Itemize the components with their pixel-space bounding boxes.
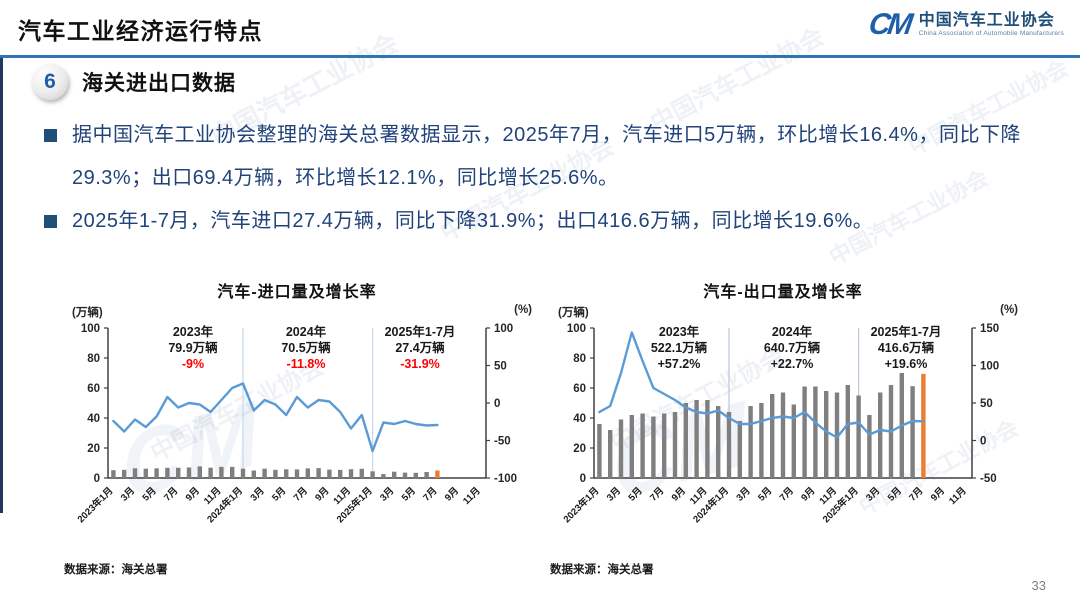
- svg-text:40: 40: [87, 413, 100, 425]
- chart-source: 数据来源：海关总署: [64, 564, 168, 576]
- svg-text:0: 0: [980, 436, 986, 448]
- caam-logo: CM 中国汽车工业协会 China Association of Automob…: [866, 8, 1064, 41]
- section-heading: 6 海关进出口数据: [32, 64, 236, 100]
- svg-text:80: 80: [573, 353, 586, 365]
- chart-title: 汽车-进口量及增长率: [217, 284, 377, 301]
- svg-text:100: 100: [81, 323, 100, 335]
- section-number-badge: 6: [32, 64, 68, 100]
- svg-text:50: 50: [494, 361, 507, 373]
- bullet-text: 2025年1-7月，汽车进口27.4万辆，同比下降31.9%；出口416.6万辆…: [72, 210, 874, 232]
- import-chart: 汽车-进口量及增长率 (万辆) (%) 100 80 60 40 20 0 100 50 0 -5…: [58, 278, 536, 583]
- svg-text:20: 20: [87, 443, 100, 455]
- svg-text:5月: 5月: [400, 485, 418, 503]
- title-divider: [0, 55, 1080, 58]
- svg-text:150: 150: [980, 323, 999, 335]
- svg-text:7月: 7月: [648, 485, 666, 503]
- svg-text:-50: -50: [980, 473, 997, 485]
- bullet-item: 2025年1-7月，汽车进口27.4万辆，同比下降31.9%；出口416.6万辆…: [44, 200, 1054, 243]
- right-axis-unit: (%): [514, 304, 532, 316]
- svg-text:7月: 7月: [162, 485, 180, 503]
- svg-text:11月: 11月: [947, 485, 969, 507]
- svg-text:5月: 5月: [270, 485, 288, 503]
- svg-text:60: 60: [87, 383, 100, 395]
- svg-text:7月: 7月: [292, 485, 310, 503]
- logo-name-en: China Association of Automobile Manufact…: [918, 30, 1064, 38]
- svg-text:3月: 3月: [119, 485, 137, 503]
- svg-text:9月: 9月: [799, 485, 817, 503]
- svg-text:100: 100: [980, 361, 999, 373]
- right-axis-unit: (%): [1000, 304, 1018, 316]
- svg-text:9月: 9月: [184, 485, 202, 503]
- svg-text:0: 0: [580, 473, 586, 485]
- chart-title: 汽车-出口量及增长率: [703, 284, 863, 301]
- svg-text:100: 100: [567, 323, 586, 335]
- left-axis-unit: (万辆): [72, 307, 103, 319]
- section-title: 海关进出口数据: [82, 72, 236, 95]
- bullet-item: 据中国汽车工业协会整理的海关总署数据显示，2025年7月，汽车进口5万辆，环比增…: [44, 114, 1054, 200]
- svg-text:9月: 9月: [670, 485, 688, 503]
- svg-text:3月: 3月: [378, 485, 396, 503]
- svg-text:-100: -100: [494, 473, 517, 485]
- svg-text:5月: 5月: [140, 485, 158, 503]
- svg-text:60: 60: [573, 383, 586, 395]
- page-title: 汽车工业经济运行特点: [18, 18, 263, 44]
- bullet-square-icon: [44, 129, 57, 142]
- svg-text:9月: 9月: [929, 485, 947, 503]
- page-number: 33: [1031, 578, 1046, 593]
- svg-text:5月: 5月: [886, 485, 904, 503]
- svg-text:80: 80: [87, 353, 100, 365]
- logo-name-cn: 中国汽车工业协会: [918, 12, 1055, 30]
- export-chart: 汽车-出口量及增长率 (万辆) (%) 100 80 60 40 20 0 150 100 50…: [544, 278, 1022, 583]
- svg-text:3月: 3月: [734, 485, 752, 503]
- svg-text:7月: 7月: [778, 485, 796, 503]
- svg-text:0: 0: [494, 398, 500, 410]
- svg-text:50: 50: [980, 398, 993, 410]
- svg-text:0: 0: [94, 473, 100, 485]
- svg-text:3月: 3月: [248, 485, 266, 503]
- svg-text:2023年1月: 2023年1月: [75, 485, 116, 526]
- bullet-square-icon: [44, 215, 57, 228]
- svg-text:-50: -50: [494, 436, 511, 448]
- chart-source: 数据来源：海关总署: [550, 564, 654, 576]
- svg-text:5月: 5月: [626, 485, 644, 503]
- section-number: 6: [44, 70, 56, 93]
- bullet-text: 据中国汽车工业协会整理的海关总署数据显示，2025年7月，汽车进口5万辆，环比增…: [72, 124, 1021, 189]
- left-axis-unit: (万辆): [558, 307, 589, 319]
- svg-text:3月: 3月: [605, 485, 623, 503]
- svg-text:20: 20: [573, 443, 586, 455]
- svg-text:40: 40: [573, 413, 586, 425]
- svg-text:100: 100: [494, 323, 513, 335]
- bullet-list: 据中国汽车工业协会整理的海关总署数据显示，2025年7月，汽车进口5万辆，环比增…: [44, 114, 1054, 243]
- svg-text:5月: 5月: [756, 485, 774, 503]
- svg-text:7月: 7月: [421, 485, 439, 503]
- caam-monogram-icon: CM: [866, 8, 913, 41]
- svg-text:7月: 7月: [907, 485, 925, 503]
- svg-text:3月: 3月: [864, 485, 882, 503]
- svg-text:11月: 11月: [461, 485, 483, 507]
- svg-text:2023年1月: 2023年1月: [561, 485, 602, 526]
- svg-text:9月: 9月: [313, 485, 331, 503]
- svg-text:9月: 9月: [443, 485, 461, 503]
- left-edge-accent: [0, 58, 3, 513]
